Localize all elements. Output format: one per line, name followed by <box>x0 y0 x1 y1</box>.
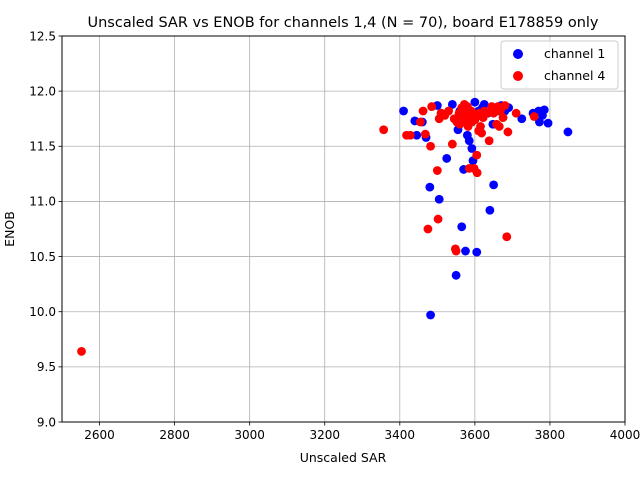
data-point <box>476 122 485 131</box>
data-point <box>489 108 499 118</box>
data-point <box>472 168 482 178</box>
data-points <box>77 97 573 356</box>
data-point <box>543 118 553 128</box>
y-tick-label: 10.5 <box>29 250 56 264</box>
data-point <box>502 232 512 242</box>
x-tick-label: 3400 <box>385 428 416 442</box>
y-tick-label: 11.0 <box>29 195 56 209</box>
data-point <box>433 214 443 224</box>
data-point <box>444 106 453 116</box>
data-point <box>426 141 435 151</box>
x-tick-label: 3800 <box>535 428 566 442</box>
data-point <box>485 205 495 215</box>
data-point <box>434 194 444 204</box>
data-point <box>379 125 389 135</box>
data-point <box>470 115 480 125</box>
data-point <box>482 108 492 118</box>
chart-title: Unscaled SAR vs ENOB for channels 1,4 (N… <box>87 15 598 31</box>
y-tick-label: 10.0 <box>29 305 56 319</box>
x-tick-label: 3000 <box>234 428 265 442</box>
plot-area <box>62 36 625 422</box>
legend-marker-channel-1 <box>513 49 523 59</box>
legend-label-channel-1: channel 1 <box>544 46 605 61</box>
data-point <box>470 97 480 107</box>
data-point <box>500 101 510 110</box>
x-axis-label: Unscaled SAR <box>300 450 387 465</box>
x-tick-label: 2600 <box>84 428 115 442</box>
data-point <box>472 247 482 257</box>
data-point <box>457 222 467 232</box>
data-point <box>479 99 489 109</box>
y-tick-label: 12.5 <box>29 29 56 43</box>
data-point <box>412 130 422 140</box>
data-point <box>498 113 508 123</box>
data-point <box>489 180 499 190</box>
data-point <box>451 246 461 256</box>
data-point <box>539 105 549 115</box>
legend-label-channel-4: channel 4 <box>544 68 605 83</box>
plot-frame <box>61 35 626 423</box>
data-point <box>563 127 573 137</box>
x-tick-label: 2800 <box>159 428 190 442</box>
data-point <box>405 130 415 140</box>
data-point <box>442 154 452 163</box>
data-point <box>503 127 513 137</box>
data-point <box>467 144 477 153</box>
data-point <box>464 136 474 146</box>
y-tick-label: 12.0 <box>29 84 56 98</box>
legend: channel 1 channel 4 <box>500 40 619 90</box>
x-tick-label: 3600 <box>460 428 491 442</box>
series-channel-4 <box>77 99 539 356</box>
data-point <box>423 224 433 234</box>
legend-marker-channel-4 <box>513 71 523 81</box>
data-point <box>535 117 544 127</box>
data-point <box>487 102 497 111</box>
data-point <box>477 128 487 138</box>
data-point <box>447 139 457 149</box>
data-point <box>425 182 435 192</box>
y-axis-label: ENOB <box>2 211 17 247</box>
data-point <box>472 150 482 160</box>
data-point <box>427 102 437 111</box>
data-point <box>468 108 478 118</box>
x-tick-label: 4000 <box>610 428 640 442</box>
data-point <box>416 117 425 127</box>
data-point <box>77 347 86 356</box>
y-axis-ticks: 9.0 9.5 10.0 10.5 11.0 11.5 12.0 12.5 <box>29 29 62 429</box>
data-point <box>420 129 430 139</box>
data-point <box>517 114 527 124</box>
data-point <box>447 99 457 109</box>
y-tick-label: 9.5 <box>37 360 56 374</box>
data-point <box>511 108 521 118</box>
y-tick-label: 9.0 <box>37 415 56 429</box>
data-point <box>432 166 442 175</box>
data-point <box>484 136 494 146</box>
legend-box <box>500 40 619 90</box>
data-point <box>494 122 504 131</box>
data-point <box>461 246 470 256</box>
data-point <box>451 270 461 280</box>
data-point <box>426 310 435 320</box>
x-axis-ticks: 2600 2800 3000 3200 3400 3600 3800 4000 <box>84 422 640 442</box>
data-point <box>399 106 408 116</box>
y-tick-label: 11.5 <box>29 140 56 154</box>
data-point <box>418 106 428 116</box>
data-point <box>529 112 539 121</box>
x-tick-label: 3200 <box>309 428 340 442</box>
